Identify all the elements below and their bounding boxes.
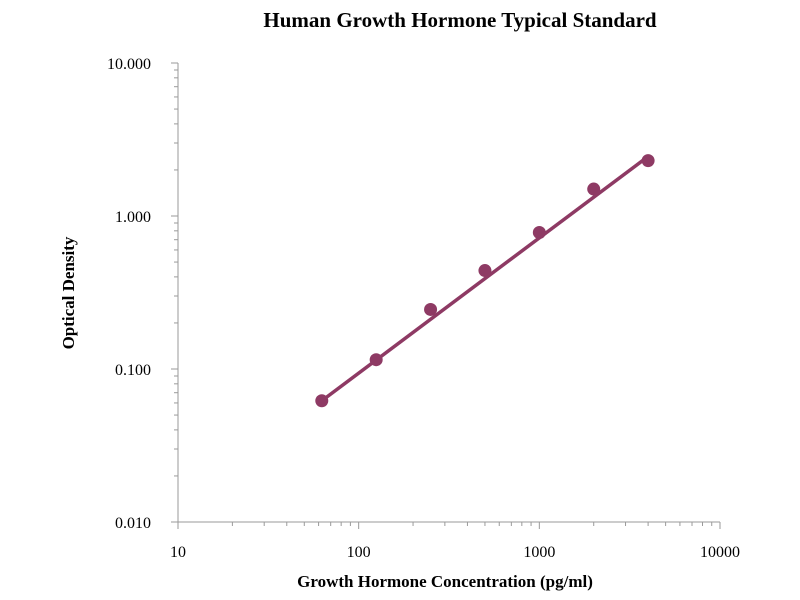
y-axis-label: Optical Density xyxy=(59,236,78,349)
y-tick-label: 0.010 xyxy=(115,515,151,532)
axes: 10 100 1000 10000 0.010 0.100 1.000 10.000 xyxy=(107,56,740,561)
data-point xyxy=(641,154,655,168)
x-tick-label: 100 xyxy=(347,544,371,561)
y-tick-label: 1.000 xyxy=(115,209,151,226)
y-tick-label: 10.000 xyxy=(107,56,151,73)
x-tick-label: 10 xyxy=(170,544,186,561)
x-tick-label: 1000 xyxy=(523,544,555,561)
data-point xyxy=(369,353,383,367)
data-point xyxy=(478,264,492,278)
y-tick-label: 0.100 xyxy=(115,362,151,379)
chart-title: Human Growth Hormone Typical Standard xyxy=(263,8,657,32)
data-point xyxy=(532,226,546,240)
data-points xyxy=(315,154,655,408)
trendline-layer xyxy=(320,154,650,403)
data-point xyxy=(424,302,438,316)
x-tick-label: 10000 xyxy=(700,544,740,561)
data-point xyxy=(587,182,601,196)
data-point xyxy=(315,394,329,408)
x-axis-label: Growth Hormone Concentration (pg/ml) xyxy=(297,572,593,591)
trendline xyxy=(320,154,650,403)
